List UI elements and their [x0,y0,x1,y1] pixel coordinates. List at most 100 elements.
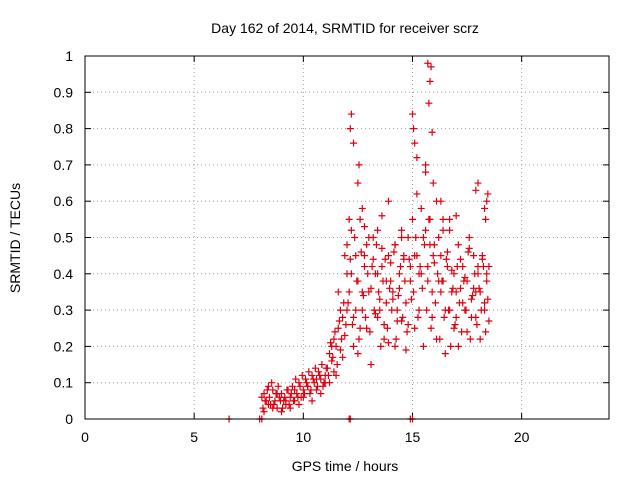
data-point [465,244,473,252]
data-point [453,263,461,271]
data-point [417,204,425,212]
data-point [347,270,355,278]
data-point [358,204,366,212]
data-point [375,288,383,296]
data-point [350,342,358,350]
data-point [390,248,398,256]
data-point [351,234,359,241]
data-point [346,125,354,133]
x-axis-label: GPS time / hours [292,458,399,474]
data-point [404,321,412,329]
data-point [466,335,474,343]
data-point [336,306,344,314]
data-point [452,212,460,220]
data-point [410,288,418,296]
data-point [454,342,462,350]
data-point [467,295,475,303]
data-point [424,277,432,285]
data-point [459,299,467,307]
data-point [427,63,435,71]
data-point [478,252,486,260]
data-point [428,288,436,296]
data-point [443,248,451,256]
data-point [476,335,484,343]
data-point [430,259,438,267]
data-point [393,317,401,325]
y-tick-label: 0.7 [54,157,74,173]
data-point [263,386,271,394]
data-point [339,313,347,321]
data-point [369,255,377,263]
y-tick-label: 0.5 [54,230,74,246]
data-point [413,190,421,198]
data-point [350,313,358,321]
data-point [391,241,399,249]
data-point [378,263,386,271]
data-point [481,306,489,314]
data-point [328,357,336,365]
data-point [323,364,331,372]
data-point [464,248,472,256]
data-point [336,346,344,354]
y-tick-label: 0.8 [54,121,74,137]
data-point [303,379,311,387]
data-point [304,382,312,390]
data-point [450,324,458,332]
data-point [311,364,319,372]
data-point [470,252,478,260]
data-point [481,299,489,307]
data-point [428,313,436,321]
data-point [371,310,379,318]
y-axis-label: SRMTID / TECUs [7,183,23,293]
data-point [287,390,295,398]
data-point [338,335,346,343]
data-point [312,375,320,383]
data-point [472,186,480,194]
data-point [415,306,423,314]
data-point [354,350,362,358]
data-point [329,353,337,361]
data-point [315,368,323,376]
data-point [356,215,364,223]
data-point [259,404,267,412]
data-point [376,306,384,314]
data-point [429,179,437,187]
data-point [437,288,445,296]
data-point [392,335,400,343]
data-point [379,277,387,285]
data-point [483,277,491,285]
data-point [342,321,350,329]
data-point [387,259,395,267]
data-point [314,382,322,390]
data-point [378,244,386,252]
data-point [404,234,412,241]
data-point [260,408,268,416]
data-point [265,393,273,401]
data-point [376,295,384,303]
data-point [427,324,435,332]
data-point [454,241,462,249]
data-point [292,375,300,383]
data-point [384,197,392,205]
data-point [398,226,406,234]
data-point [425,215,433,223]
data-point [346,255,354,263]
y-tick-label: 0.3 [54,302,74,318]
data-point [352,306,360,314]
data-point [485,317,493,325]
data-point [330,368,338,376]
x-tick-label: 0 [81,429,89,445]
data-point [472,288,480,296]
data-point [334,288,342,296]
data-point [451,321,459,329]
data-point [326,379,334,387]
data-point [268,379,276,387]
data-point [371,270,379,278]
data-point [413,154,421,162]
data-point [374,313,382,321]
data-point [299,386,307,394]
data-point [473,321,481,329]
data-point [422,226,430,234]
data-point [300,390,308,398]
